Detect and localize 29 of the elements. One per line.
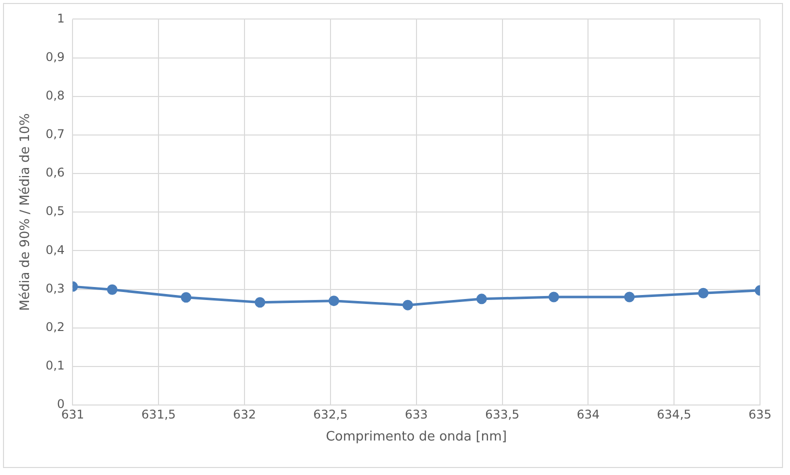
x-tick-label: 632 — [233, 407, 256, 422]
point — [180, 292, 192, 303]
y-tick-label: 0,7 — [46, 127, 65, 142]
point — [328, 296, 340, 306]
y-tick-label: 0,3 — [46, 281, 65, 296]
y-tick-label: 0,2 — [46, 320, 65, 334]
y-tick-label: 0,9 — [46, 50, 65, 64]
x-tick-label: 634 — [576, 407, 600, 422]
y-tick-label: 0,1 — [46, 358, 65, 373]
x-tick-label: 631,5 — [141, 407, 176, 422]
point — [698, 288, 709, 298]
x-tick-label: 635 — [748, 407, 772, 422]
y-tick-label: 1 — [57, 11, 65, 26]
x-axis-title: Comprimento de onda [nm] — [326, 430, 507, 445]
point — [402, 300, 413, 310]
point — [106, 284, 118, 295]
point — [254, 297, 266, 308]
x-tick-label: 634,5 — [656, 407, 692, 422]
x-tick-label: 633 — [404, 407, 428, 422]
y-tick-label: 0,5 — [46, 204, 65, 218]
y-axis-title: Média de 90% / Média de 10% — [18, 113, 34, 311]
point — [476, 294, 487, 304]
y-tick-label: 0,4 — [46, 242, 65, 257]
y-tick-label: 0,6 — [46, 166, 65, 180]
x-tick-label: 633,5 — [485, 407, 520, 422]
y-tick-label: 0,8 — [46, 88, 65, 102]
point — [624, 292, 635, 302]
point — [548, 292, 560, 302]
x-tick-label: 632,5 — [313, 407, 348, 422]
